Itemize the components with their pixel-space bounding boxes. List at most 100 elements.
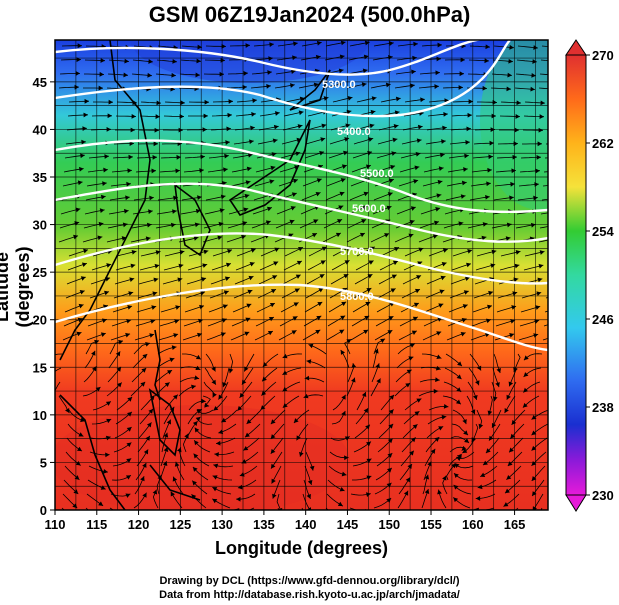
- wind-arrowhead: [271, 289, 276, 294]
- wind-arrowhead: [341, 301, 347, 307]
- wind-arrowhead: [197, 332, 202, 338]
- wind-arrowhead: [77, 43, 82, 49]
- wind-arrowhead: [414, 165, 420, 171]
- wind-arrowhead: [176, 154, 181, 160]
- wind-arrowhead: [394, 247, 400, 252]
- wind-arrowhead: [163, 432, 169, 438]
- wind-arrowhead: [195, 416, 201, 422]
- wind-arrowhead: [200, 290, 206, 296]
- wind-arrowhead: [490, 263, 496, 268]
- wind-arrowhead: [434, 220, 439, 226]
- x-tick-label: 120: [128, 517, 150, 532]
- wind-arrowhead: [98, 501, 104, 506]
- wind-arrowhead: [444, 98, 449, 104]
- wind-arrowhead: [344, 260, 350, 265]
- wind-arrowhead: [346, 109, 352, 115]
- wind-arrowhead: [412, 55, 417, 61]
- wind-arrowhead: [531, 445, 537, 451]
- plot-frame: [54, 39, 549, 511]
- wind-arrowhead: [107, 113, 112, 119]
- wind-arrowhead: [531, 476, 537, 481]
- wind-arrowhead: [140, 476, 145, 482]
- wind-arrowhead: [532, 59, 537, 64]
- wind-arrowhead: [153, 277, 159, 283]
- wind-arrowhead: [340, 315, 346, 321]
- x-tick-label: 160: [462, 517, 484, 532]
- wind-arrowhead: [403, 490, 409, 496]
- wind-arrowhead: [351, 363, 357, 368]
- wind-arrowhead: [533, 195, 538, 201]
- wind-arrowhead: [76, 57, 81, 63]
- wind-arrowhead: [393, 124, 399, 129]
- wind-arrowhead: [315, 191, 321, 197]
- wind-arrowhead: [313, 82, 319, 88]
- wind-arrowhead: [437, 179, 443, 185]
- wind-arrowhead: [299, 451, 304, 457]
- wind-arrowhead: [388, 423, 394, 429]
- wind-arrowhead: [413, 41, 418, 47]
- wind-arrowhead: [475, 380, 480, 386]
- wind-arrowhead: [100, 332, 106, 337]
- contour-label: 5500.0: [360, 168, 394, 180]
- wind-arrowhead: [147, 72, 152, 78]
- wind-arrowhead: [369, 246, 375, 251]
- y-tick-label: 25: [33, 265, 47, 280]
- wind-arrowhead: [125, 493, 131, 498]
- wind-arrowhead: [227, 112, 232, 118]
- wind-arrowhead: [556, 209, 561, 214]
- wind-arrowhead: [201, 398, 206, 404]
- wind-arrowhead: [307, 479, 313, 485]
- wind-arrowhead: [203, 113, 208, 119]
- wind-arrowhead: [386, 205, 392, 211]
- wind-arrowhead: [239, 392, 245, 398]
- wind-arrowhead: [456, 387, 462, 392]
- wind-arrowhead: [148, 408, 154, 414]
- wind-arrowhead: [509, 447, 514, 453]
- wind-arrowhead: [531, 460, 537, 466]
- wind-arrowhead: [74, 84, 79, 90]
- wind-arrowhead: [153, 141, 158, 147]
- wind-arrowhead: [224, 153, 229, 159]
- wind-arrowhead: [540, 100, 545, 106]
- wind-arrowhead: [408, 233, 414, 239]
- wind-arrowhead: [363, 408, 369, 414]
- wind-arrowhead: [315, 54, 321, 60]
- wind-arrowhead: [417, 261, 423, 266]
- wind-arrowhead: [218, 394, 223, 400]
- wind-arrowhead: [148, 209, 153, 214]
- contour-line: [55, 182, 548, 243]
- y-tick-label: 45: [33, 75, 47, 90]
- wind-arrowhead: [368, 137, 374, 142]
- wind-arrowhead: [455, 399, 461, 405]
- x-tick-label: 150: [378, 517, 400, 532]
- wind-arrowhead: [406, 369, 412, 375]
- wind-arrowhead: [411, 69, 416, 75]
- colorbar: [565, 39, 587, 512]
- wind-arrowhead: [407, 463, 412, 469]
- wind-arrowhead: [359, 232, 365, 238]
- wind-arrowhead: [295, 151, 301, 157]
- x-tick-label: 110: [45, 517, 66, 532]
- wind-arrowhead: [212, 392, 217, 398]
- wind-arrowhead: [511, 305, 517, 310]
- wind-arrowhead: [386, 482, 392, 488]
- wind-arrowhead: [172, 209, 177, 214]
- wind-arrowhead: [212, 475, 218, 480]
- streamline: [549, 251, 568, 256]
- wind-arrowhead: [245, 317, 251, 322]
- wind-arrowhead: [80, 417, 86, 423]
- wind-arrowhead: [266, 83, 271, 89]
- wind-arrowhead: [293, 302, 299, 307]
- wind-arrowhead: [178, 263, 184, 269]
- wind-arrowhead: [388, 409, 394, 415]
- wind-arrowhead: [224, 276, 230, 282]
- wind-arrowhead: [221, 417, 227, 423]
- wind-arrowhead: [488, 290, 494, 296]
- wind-arrowhead: [129, 277, 135, 283]
- wind-arrowhead: [458, 221, 464, 227]
- wind-arrowhead: [537, 141, 542, 147]
- wind-arrowhead: [443, 403, 449, 409]
- wind-arrowhead: [496, 368, 501, 373]
- wind-arrowhead: [365, 164, 371, 170]
- wind-arrowhead: [508, 381, 514, 387]
